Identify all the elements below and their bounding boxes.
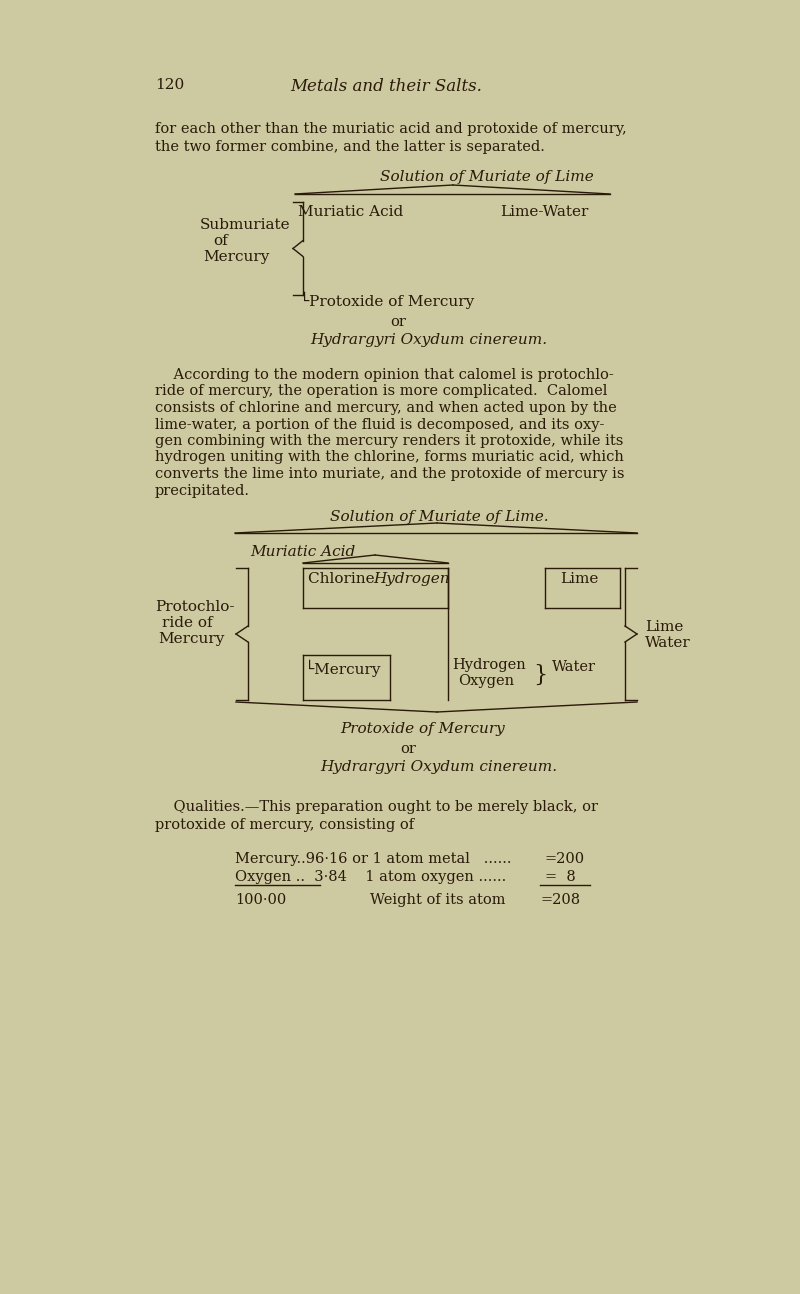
Text: gen combining with the mercury renders it protoxide, while its: gen combining with the mercury renders i… [155,433,623,448]
Text: Water: Water [552,660,596,674]
Text: }: } [533,664,547,686]
Text: ride of mercury, the operation is more complicated.  Calomel: ride of mercury, the operation is more c… [155,384,607,399]
Text: Solution of Muriate of Lime: Solution of Muriate of Lime [380,170,594,184]
Text: Hydrogen: Hydrogen [452,659,526,672]
Text: Submuriate: Submuriate [200,217,290,232]
Text: lime-water, a portion of the fluid is decomposed, and its oxy-: lime-water, a portion of the fluid is de… [155,418,604,431]
Text: Metals and their Salts.: Metals and their Salts. [290,78,482,94]
Text: Oxygen: Oxygen [458,674,514,688]
Text: Solution of Muriate of Lime.: Solution of Muriate of Lime. [330,510,549,524]
Text: Mercury..96·16 or 1 atom metal   ......: Mercury..96·16 or 1 atom metal ...... [235,851,511,866]
Text: of: of [213,234,228,248]
Text: Mercury: Mercury [158,631,224,646]
Text: Oxygen ..  3·84    1 atom oxygen ......: Oxygen .. 3·84 1 atom oxygen ...... [235,870,506,884]
Text: 100·00: 100·00 [235,893,286,907]
Text: converts the lime into muriate, and the protoxide of mercury is: converts the lime into muriate, and the … [155,467,625,481]
Text: protoxide of mercury, consisting of: protoxide of mercury, consisting of [155,818,414,832]
Text: Hydrogen: Hydrogen [373,572,450,586]
Text: Hydrargyri Oxydum cinereum.: Hydrargyri Oxydum cinereum. [310,333,547,347]
Text: Qualities.—This preparation ought to be merely black, or: Qualities.—This preparation ought to be … [155,800,598,814]
Text: Lime-Water: Lime-Water [500,204,588,219]
Text: or: or [390,314,406,329]
Text: Water: Water [645,635,690,650]
Text: Lime: Lime [645,620,683,634]
Text: Protoxide of Mercury: Protoxide of Mercury [340,722,505,736]
Text: ride of: ride of [162,616,213,630]
Text: Muriatic Acid: Muriatic Acid [250,545,355,559]
Text: =200: =200 [545,851,585,866]
Text: hydrogen uniting with the chlorine, forms muriatic acid, which: hydrogen uniting with the chlorine, form… [155,450,624,465]
Text: According to the modern opinion that calomel is protochlo-: According to the modern opinion that cal… [155,367,614,382]
Text: Weight of its atom: Weight of its atom [370,893,506,907]
Text: Protochlo-: Protochlo- [155,600,234,613]
Text: └Mercury: └Mercury [305,660,381,677]
Text: =208: =208 [540,893,580,907]
Text: Mercury: Mercury [203,250,270,264]
Text: the two former combine, and the latter is separated.: the two former combine, and the latter i… [155,140,545,154]
Text: consists of chlorine and mercury, and when acted upon by the: consists of chlorine and mercury, and wh… [155,401,617,415]
Text: Hydrargyri Oxydum cinereum.: Hydrargyri Oxydum cinereum. [320,760,557,774]
Text: or: or [400,741,416,756]
Text: 120: 120 [155,78,184,92]
Text: =  8: = 8 [545,870,576,884]
Text: precipitated.: precipitated. [155,484,250,497]
Text: for each other than the muriatic acid and protoxide of mercury,: for each other than the muriatic acid an… [155,122,626,136]
Text: └Protoxide of Mercury: └Protoxide of Mercury [300,292,474,309]
Text: Chlorine: Chlorine [308,572,384,586]
Text: Muriatic Acid: Muriatic Acid [298,204,403,219]
Text: Lime: Lime [560,572,598,586]
